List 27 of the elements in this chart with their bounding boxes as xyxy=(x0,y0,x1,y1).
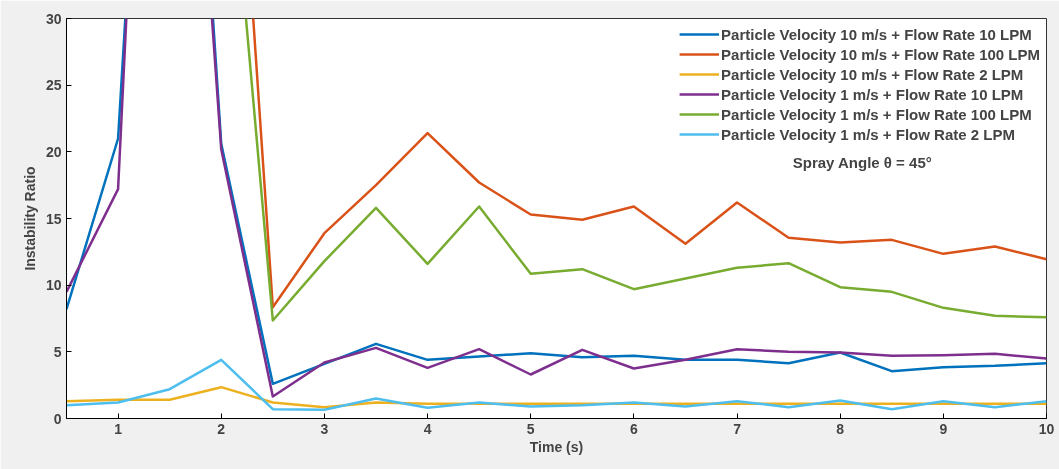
legend-label: Particle Velocity 1 m/s + Flow Rate 100 LPM xyxy=(721,105,1032,123)
y-tick-label: 30 xyxy=(45,10,62,27)
y-tick-label: 10 xyxy=(45,277,62,294)
x-tick-label: 4 xyxy=(423,420,432,437)
legend-label: Particle Velocity 10 m/s + Flow Rate 100 LPM xyxy=(721,45,1040,63)
line-series xyxy=(66,358,1047,412)
x-tick-label: 3 xyxy=(320,420,329,437)
y-tick-label: 0 xyxy=(53,410,62,427)
x-tick-label: 2 xyxy=(217,420,226,437)
y-tick-label: 5 xyxy=(53,343,62,360)
x-tick-label: 10 xyxy=(1038,420,1055,437)
y-tick-label: 25 xyxy=(45,77,62,94)
x-tick-label: 9 xyxy=(939,420,948,437)
y-tick-label: 20 xyxy=(45,143,62,160)
annotation: Spray Angle θ = 45° xyxy=(792,153,932,171)
x-tick-label: 5 xyxy=(526,420,535,437)
y-axis-title: Instability Ratio xyxy=(21,166,38,271)
legend-label: Particle Velocity 1 m/s + Flow Rate 2 LPM xyxy=(721,125,1015,143)
legend-label: Particle Velocity 10 m/s + Flow Rate 10 LPM xyxy=(721,25,1032,43)
legend-label: Particle Velocity 1 m/s + Flow Rate 10 LPM xyxy=(721,85,1024,103)
legend-label: Particle Velocity 10 m/s + Flow Rate 2 LPM xyxy=(721,65,1024,83)
x-axis-title: Time (s) xyxy=(529,438,584,455)
y-tick-label: 15 xyxy=(45,210,62,227)
x-tick-label: 6 xyxy=(629,420,638,437)
x-tick-label: 1 xyxy=(114,420,123,437)
x-tick-label: 8 xyxy=(836,420,845,437)
x-tick-label: 7 xyxy=(733,420,742,437)
